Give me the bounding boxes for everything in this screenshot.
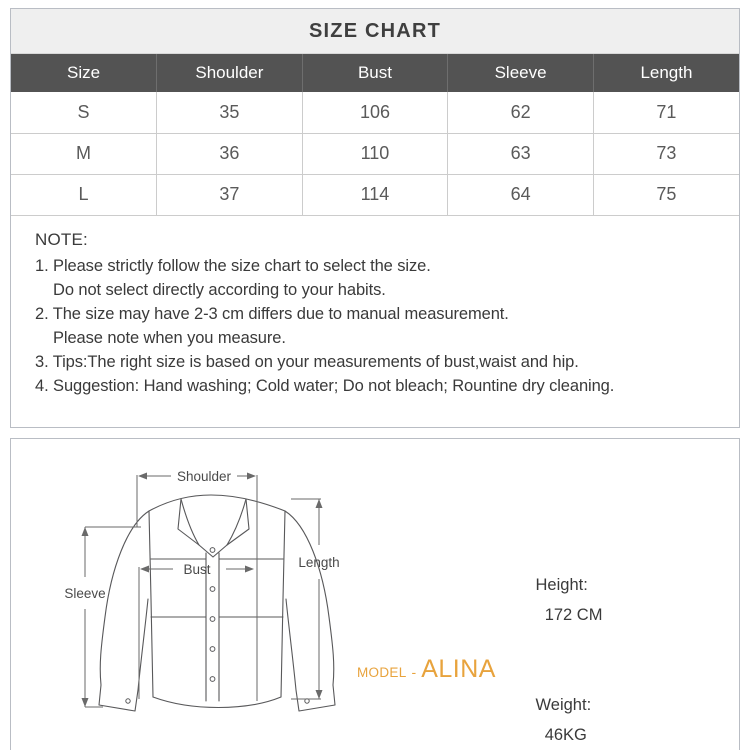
page-title: SIZE CHART: [309, 19, 441, 42]
button-5: [209, 676, 216, 682]
table-row: S 35 106 62 71: [11, 92, 739, 134]
collar-right-outer: [226, 498, 247, 546]
cell-sleeve: 62: [447, 92, 594, 134]
cell-size: S: [11, 92, 158, 134]
cell-length: 73: [593, 133, 739, 175]
table-row: M 36 110 63 73: [11, 133, 739, 175]
spec-weight-value: 46KG: [544, 726, 587, 744]
dimension-label-length: Length: [298, 555, 339, 570]
right-cuff: [295, 684, 336, 712]
note-item-2-sub: Please note when you measure.: [53, 328, 286, 347]
garment-svg: Shoulder Bust Length Sleeve: [64, 469, 340, 712]
notes-section: NOTE: 1. Please strictly follow the size…: [11, 216, 739, 398]
spec-height-value: 172 CM: [544, 606, 603, 624]
collar-left-leaf: [177, 498, 200, 546]
cell-shoulder: 36: [156, 133, 303, 175]
model-specs: Height: 172 CM Weight: 46KG Measurements…: [508, 540, 649, 750]
column-header-size: Size: [11, 54, 158, 92]
button-2: [209, 586, 216, 592]
cell-bust: 110: [302, 133, 449, 175]
model-dash: -: [411, 664, 417, 680]
note-item-3: 3. Tips:The right size is based on your …: [35, 352, 579, 371]
cell-size: L: [11, 174, 158, 216]
button-4: [209, 646, 216, 652]
cell-sleeve: 63: [447, 133, 594, 175]
cell-size: M: [11, 133, 158, 175]
column-header-shoulder: Shoulder: [156, 54, 303, 92]
spec-weight-label: Weight:: [535, 696, 592, 714]
note-item-1-sub: Do not select directly according to your…: [53, 280, 386, 299]
measurement-panel: Shoulder Bust Length Sleeve: [10, 438, 740, 750]
notes-heading: NOTE:: [35, 229, 88, 249]
size-chart-panel: SIZE CHART Size Shoulder Bust Sleeve Len…: [10, 8, 740, 428]
right-sleeve-outer: [284, 510, 335, 686]
column-header-bust: Bust: [302, 54, 449, 92]
right-body-side: [280, 510, 286, 698]
note-item-1: 1. Please strictly follow the size chart…: [35, 256, 431, 275]
model-name: ALINA: [421, 655, 496, 683]
model-name-label: MODEL - ALINA: [357, 655, 496, 684]
spec-weight: Weight: 46KG: [508, 660, 649, 750]
cell-bust: 114: [302, 174, 449, 216]
button-cuff-left: [125, 698, 131, 704]
column-header-sleeve: Sleeve: [447, 54, 594, 92]
dimension-arrowheads: [81, 472, 323, 707]
column-header-length: Length: [593, 54, 739, 92]
table-row: L 37 114 64 75: [11, 174, 739, 216]
cell-length: 71: [593, 92, 739, 134]
cell-length: 75: [593, 174, 739, 216]
size-table: Size Shoulder Bust Sleeve Length S 35 10…: [11, 54, 739, 216]
cell-bust: 106: [302, 92, 449, 134]
left-body-side: [148, 510, 154, 698]
collar-left-outer: [180, 498, 200, 546]
cell-shoulder: 37: [156, 174, 303, 216]
left-cuff: [98, 684, 139, 712]
shoulder-seam: [148, 494, 286, 512]
dimension-label-shoulder: Shoulder: [177, 469, 232, 484]
spec-height-label: Height:: [535, 576, 588, 594]
collar-right-leaf: [226, 498, 250, 546]
button-1: [209, 547, 216, 553]
model-prefix: MODEL: [357, 665, 407, 680]
note-item-4: 4. Suggestion: Hand washing; Cold water;…: [35, 376, 615, 395]
bottom-hem: [152, 696, 282, 709]
dimension-label-sleeve: Sleeve: [64, 586, 105, 601]
garment-diagram: Shoulder Bust Length Sleeve: [41, 449, 381, 729]
left-sleeve-outer: [99, 510, 150, 686]
note-item-2: 2. The size may have 2-3 cm differs due …: [35, 304, 509, 323]
right-sleeve-inner: [285, 598, 297, 691]
dimension-label-bust: Bust: [183, 562, 210, 577]
cell-sleeve: 64: [447, 174, 594, 216]
collar-notch: [198, 544, 228, 558]
chart-title-band: SIZE CHART: [11, 9, 739, 54]
cell-shoulder: 35: [156, 92, 303, 134]
button-3: [209, 616, 216, 622]
table-header-row: Size Shoulder Bust Sleeve Length: [11, 54, 739, 92]
spec-height: Height: 172 CM: [508, 540, 649, 660]
